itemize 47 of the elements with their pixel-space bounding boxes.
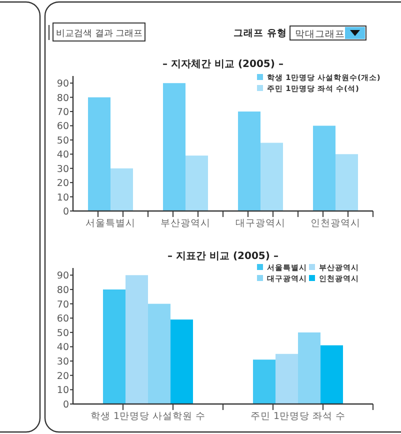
- y-tick-label: 80: [56, 92, 69, 104]
- chart-title: – 지표간 비교 (2005) –: [168, 251, 278, 262]
- bar: [148, 304, 170, 404]
- y-tick-label: 20: [56, 178, 69, 190]
- text: 비교검색 결과 그래프: [56, 29, 143, 39]
- y-tick-label: 50: [56, 328, 69, 339]
- bar: [298, 332, 320, 404]
- y-tick-label: 90: [56, 78, 69, 90]
- y-tick-label: 60: [56, 314, 69, 325]
- bar: [163, 83, 186, 211]
- bar: [88, 97, 110, 211]
- y-tick-label: 30: [56, 356, 69, 368]
- chart-title: – 지자체간 비교 (2005) –: [162, 59, 284, 70]
- bar: [276, 354, 298, 404]
- x-tick-label: 학생 1만명당 사설학원 수: [90, 411, 206, 422]
- bar: [313, 126, 336, 211]
- y-tick-label: 0: [62, 400, 69, 410]
- bar: [126, 275, 148, 404]
- y-tick-label: 40: [56, 150, 69, 161]
- bar: [336, 154, 358, 211]
- text: 그래프 유형: [234, 28, 287, 39]
- y-tick-label: 80: [56, 284, 69, 296]
- x-tick-label: 부산광역시: [160, 218, 210, 229]
- x-tick-label: 주민 1만명당 좌석 수: [250, 411, 346, 422]
- bar: [170, 320, 193, 404]
- bar: [320, 345, 343, 404]
- x-tick-label: 서울특별시: [86, 218, 136, 229]
- y-tick-label: 50: [56, 135, 69, 146]
- y-tick-label: 40: [56, 342, 69, 354]
- bar: [260, 142, 283, 211]
- y-tick-label: 90: [56, 270, 69, 282]
- bar: [110, 168, 133, 211]
- y-tick-label: 70: [56, 107, 69, 118]
- text: 막대그래프: [295, 29, 345, 40]
- x-tick-label: 대구광역시: [236, 218, 286, 229]
- y-tick-label: 0: [62, 206, 69, 218]
- y-tick-label: 20: [56, 370, 69, 382]
- y-tick-label: 10: [56, 385, 69, 396]
- y-tick-label: 70: [56, 299, 69, 310]
- bar: [253, 360, 276, 404]
- y-tick-label: 10: [56, 192, 69, 204]
- bar: [238, 112, 260, 211]
- bar: [103, 289, 126, 404]
- bar: [186, 156, 208, 211]
- y-tick-label: 30: [56, 164, 69, 175]
- x-tick-label: 인천광역시: [310, 218, 360, 229]
- y-tick-label: 60: [56, 121, 69, 132]
